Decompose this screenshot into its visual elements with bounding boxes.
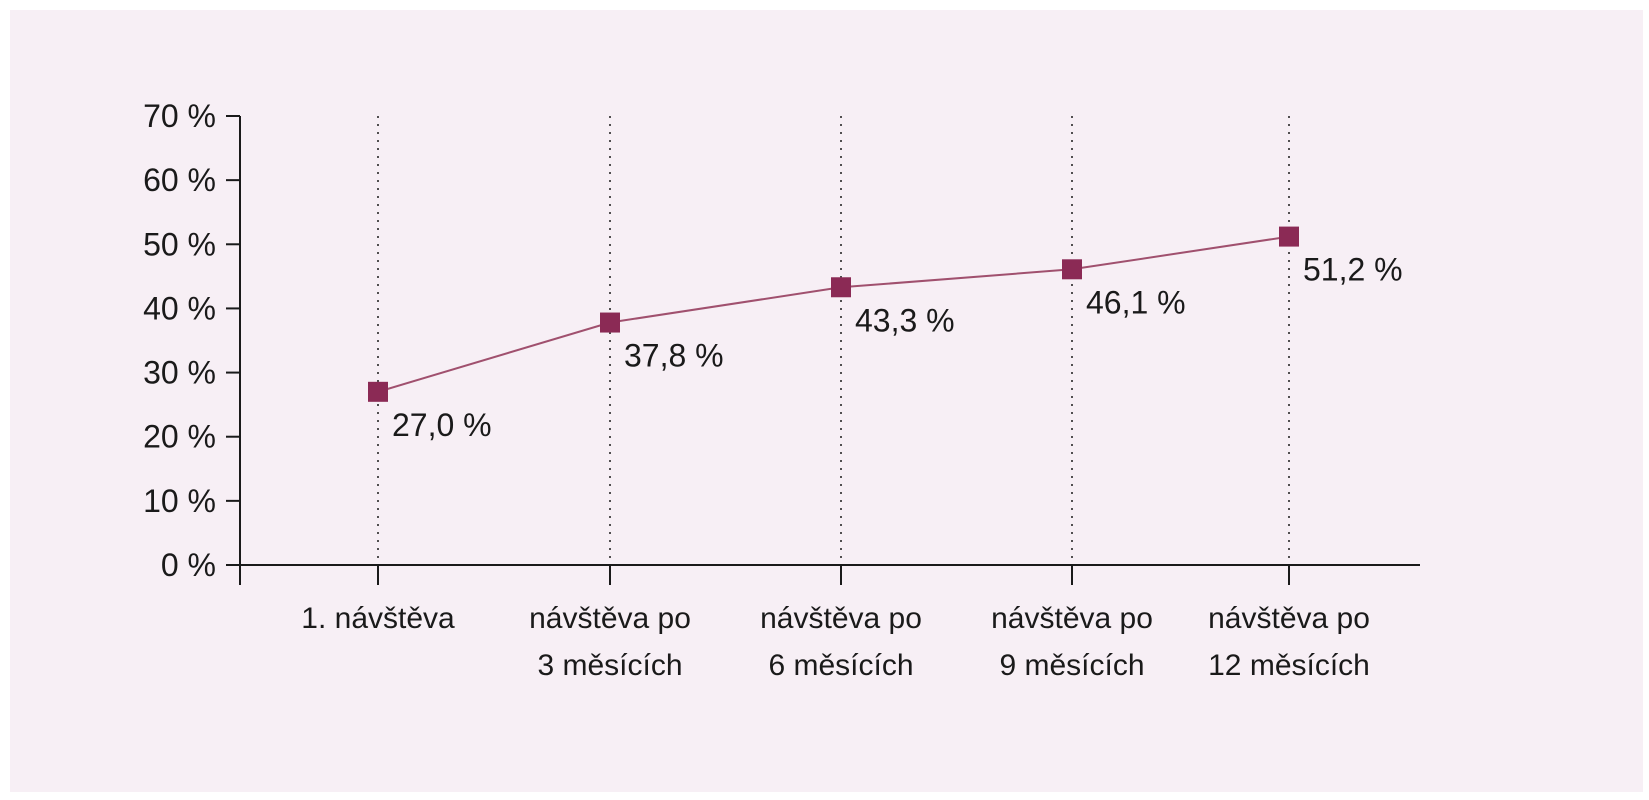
data-point-3: [1062, 259, 1082, 280]
data-label-3: 46,1 %: [1086, 284, 1186, 320]
x-tick-label-3: návštěva po 9 měsících: [991, 602, 1153, 682]
axes: [239, 116, 1420, 585]
x-tick-label-2: návštěva po 6 měsících: [760, 602, 922, 682]
series-markers: [368, 226, 1299, 402]
data-point-2: [831, 277, 851, 298]
chart-panel: 0 % 10 % 20 % 30 % 40 % 50 % 60 % 70 % 1. návšt…: [10, 10, 1643, 792]
data-label-4: 51,2 %: [1303, 252, 1403, 288]
data-point-1: [600, 312, 620, 333]
data-point-0: [368, 381, 388, 402]
x-tick-label-1: návštěva po 3 měsících: [529, 602, 691, 682]
data-labels: 27,0 % 37,8 % 43,3 % 46,1 % 51,2 %: [392, 252, 1403, 443]
y-tick-label-1: 10 %: [143, 483, 216, 519]
y-tick-label-7: 70 %: [143, 98, 216, 134]
x-tick-label-4: návštěva po 12 měsících: [1208, 602, 1370, 682]
y-tick-label-6: 60 %: [143, 162, 216, 198]
data-label-1: 37,8 %: [624, 338, 724, 374]
y-tick-label-5: 50 %: [143, 226, 216, 262]
y-axis-ticks: 0 % 10 % 20 % 30 % 40 % 50 % 60 % 70 %: [143, 98, 240, 583]
data-label-2: 43,3 %: [855, 302, 955, 338]
y-tick-label-2: 20 %: [143, 419, 216, 455]
data-label-0: 27,0 %: [392, 407, 492, 443]
y-tick-label-0: 0 %: [161, 547, 216, 583]
x-tick-label-0: 1. návštěva: [301, 602, 455, 635]
y-tick-label-4: 40 %: [143, 290, 216, 326]
vertical-gridlines: [377, 116, 1290, 565]
x-axis-ticks: 1. návštěva návštěva po 3 měsících návštěva…: [301, 565, 1370, 682]
y-tick-label-3: 30 %: [143, 355, 216, 391]
line-chart: 0 % 10 % 20 % 30 % 40 % 50 % 60 % 70 % 1. návšt…: [143, 98, 1420, 682]
data-point-4: [1279, 226, 1299, 247]
